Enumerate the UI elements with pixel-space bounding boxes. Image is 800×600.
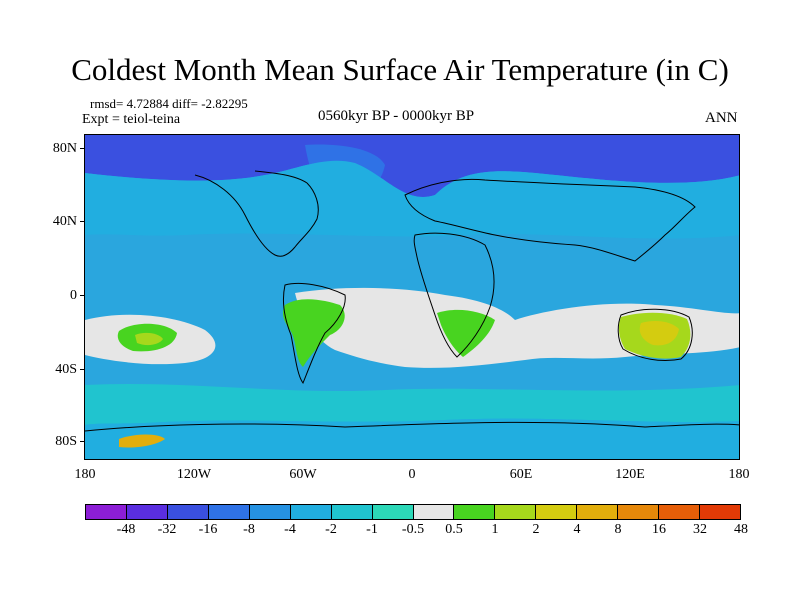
coastlines [85, 170, 739, 432]
map-svg [85, 135, 739, 459]
colorbar [85, 504, 741, 520]
southern-ocean-band [85, 383, 739, 425]
colorbar-swatch [167, 505, 209, 519]
lat-tick-80s [80, 441, 84, 442]
colorbar-label: -48 [116, 522, 136, 537]
season-label: ANN [705, 110, 738, 126]
colorbar-label: 4 [573, 522, 581, 537]
coastline-antarctica [85, 421, 739, 432]
colorbar-swatch [249, 505, 291, 519]
colorbar-label: 32 [693, 522, 707, 537]
colorbar-label: 1 [491, 522, 499, 537]
colorbar-swatch [208, 505, 250, 519]
lat-label-80n: 80N [52, 141, 77, 156]
coastline-north-america [194, 170, 319, 257]
lon-label-60e: 60E [509, 467, 533, 482]
coastline-australia [617, 308, 693, 362]
period-label: 0560kyr BP - 0000kyr BP [318, 108, 475, 124]
australia-hot-core [639, 321, 679, 346]
colorbar-swatch [536, 505, 578, 519]
lat-tick-eq [80, 295, 84, 296]
colorbar-label: -0.5 [401, 522, 425, 537]
stats-line: rmsd= 4.72884 diff= -2.82295 [90, 96, 248, 111]
colorbar-label: 0.5 [445, 522, 463, 537]
lon-label-120w: 120W [176, 467, 212, 482]
colorbar-label: -4 [284, 522, 296, 537]
colorbar-swatch [659, 505, 701, 519]
lat-label-eq: 0 [70, 288, 77, 303]
northern-midlat-band [85, 160, 739, 239]
coastline-south-america [282, 282, 346, 385]
coastline-africa [413, 232, 495, 358]
colorbar-label: -32 [157, 522, 177, 537]
colorbar-swatch [413, 505, 455, 519]
south-america-warm-region [282, 299, 345, 367]
lat-tick-80n [80, 148, 84, 149]
lon-label-60w: 60W [289, 467, 317, 482]
lon-label-180w: 180 [74, 467, 96, 482]
colorbar-label: -2 [325, 522, 337, 537]
africa-warm-region [437, 309, 495, 357]
ross-ice-shelf-anomaly [119, 434, 165, 448]
colorbar-swatch [454, 505, 496, 519]
pacific-warm-core [135, 332, 163, 346]
colorbar-label: 48 [734, 522, 748, 537]
colorbar-swatch [495, 505, 537, 519]
colorbar-swatch [86, 505, 127, 519]
chart-title: Coldest Month Mean Surface Air Temperatu… [71, 52, 729, 87]
colorbar-label: -1 [366, 522, 378, 537]
coastline-eurasia [404, 178, 696, 262]
temperature-map [84, 134, 740, 460]
colorbar-swatch [618, 505, 660, 519]
colorbar-label: 2 [532, 522, 540, 537]
colorbar-swatch [331, 505, 373, 519]
lat-label-40n: 40N [52, 214, 77, 229]
colorbar-swatch [372, 505, 414, 519]
lat-tick-40n [80, 221, 84, 222]
colorbar-label: -16 [198, 522, 218, 537]
colorbar-label: -8 [243, 522, 255, 537]
neutral-anomaly-band [85, 287, 739, 368]
lat-label-40s: 40S [55, 362, 77, 377]
colorbar-swatch [700, 505, 740, 519]
lat-label-80s: 80S [55, 434, 77, 449]
antarctica-cold-region [85, 418, 739, 459]
colorbar-swatch [290, 505, 332, 519]
experiment-label: Expt = teiol-teina [82, 112, 181, 127]
lon-label-120e: 120E [615, 467, 645, 482]
lon-label-180e: 180 [728, 467, 750, 482]
colorbar-swatch [577, 505, 619, 519]
colorbar-label: 8 [614, 522, 622, 537]
lon-label-0: 0 [408, 467, 416, 482]
lat-tick-40s [80, 369, 84, 370]
colorbar-label: 16 [652, 522, 666, 537]
arctic-cold-region [85, 135, 739, 197]
colorbar-swatch [126, 505, 168, 519]
